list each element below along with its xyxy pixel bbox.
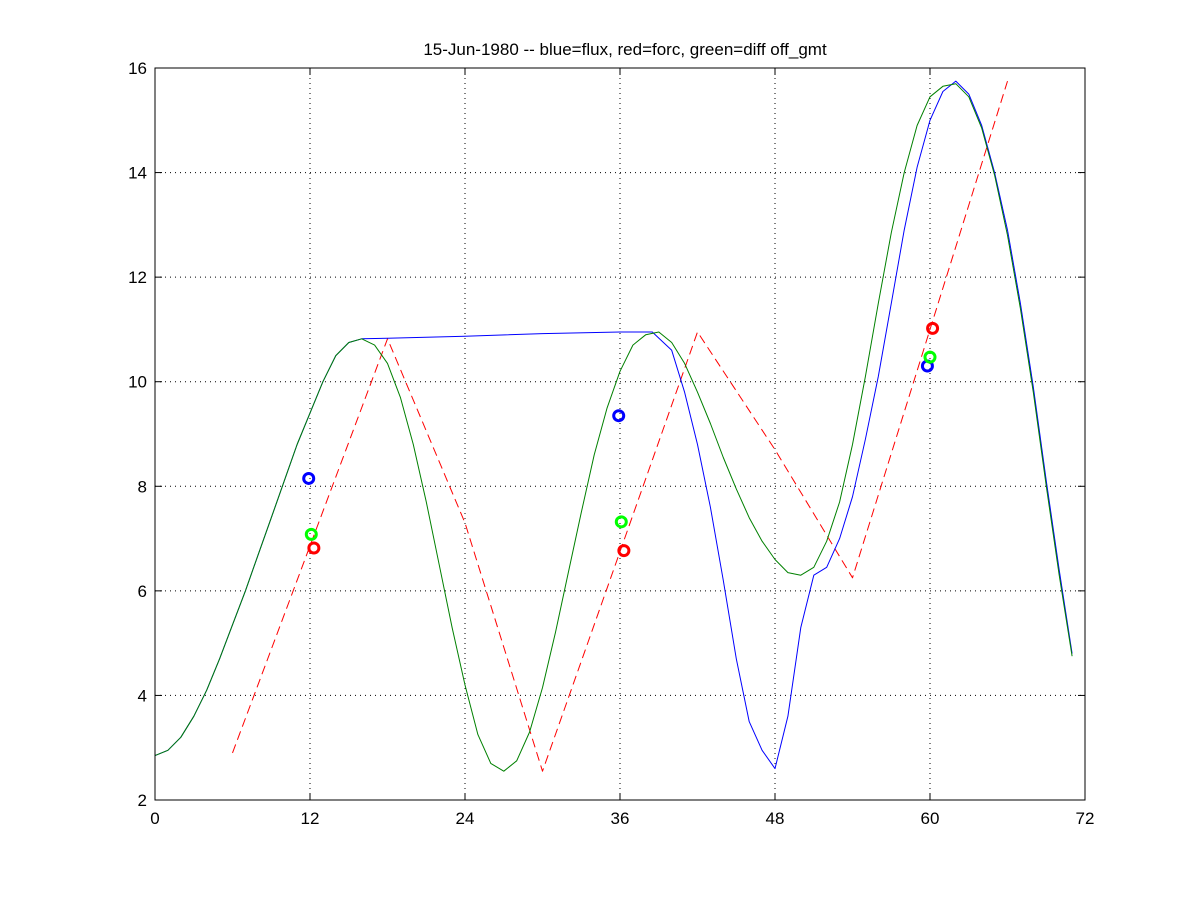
markers: [302, 321, 940, 558]
x-tick-label: 60: [921, 809, 940, 828]
marker-forc: [307, 541, 321, 555]
marker-diff: [614, 515, 628, 529]
y-tick-label: 2: [138, 791, 147, 810]
chart-title: 15-Jun-1980 -- blue=flux, red=forc, gree…: [423, 40, 827, 59]
y-tick-label: 4: [138, 686, 147, 705]
grid: [155, 68, 1085, 800]
y-tick-label: 10: [128, 373, 147, 392]
marker-forc: [617, 544, 631, 558]
marker-flux: [302, 471, 316, 485]
x-tick-label: 12: [301, 809, 320, 828]
marker-diff: [304, 527, 318, 541]
x-tick-label: 72: [1076, 809, 1095, 828]
y-tick-label: 8: [138, 477, 147, 496]
x-tick-label: 24: [456, 809, 475, 828]
y-tick-label: 16: [128, 59, 147, 78]
series-line-diff: [154, 83, 1073, 772]
x-tick-label: 0: [150, 809, 159, 828]
y-tick-label: 12: [128, 268, 147, 287]
x-tick-label: 36: [611, 809, 630, 828]
x-tick-label: 48: [766, 809, 785, 828]
marker-diff: [923, 350, 937, 364]
marker-forc: [926, 321, 940, 335]
y-tick-label: 6: [138, 582, 147, 601]
marker-flux: [612, 409, 626, 423]
y-tick-label: 14: [128, 164, 147, 183]
